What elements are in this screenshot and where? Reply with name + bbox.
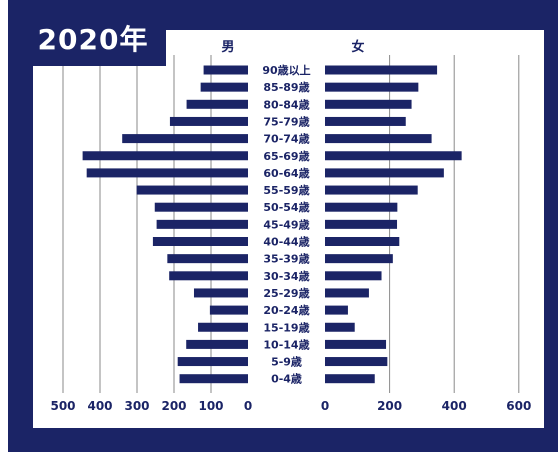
female-bar-17 (325, 357, 388, 367)
male-bar-0 (203, 65, 248, 75)
male-bar-1 (200, 82, 248, 92)
age-label-9: 45-49歳 (263, 217, 309, 231)
age-label-11: 35-39歳 (263, 252, 309, 266)
age-label-2: 80-84歳 (263, 97, 309, 111)
female-bar-4 (325, 134, 432, 144)
male-bar-4 (122, 134, 248, 144)
male-bar-15 (198, 322, 248, 332)
female-bar-18 (325, 374, 375, 384)
male-bar-16 (186, 339, 248, 349)
age-label-6: 60-64歳 (263, 166, 309, 180)
male-bar-17 (177, 357, 248, 367)
female-bar-16 (325, 339, 387, 349)
female-bar-1 (325, 82, 419, 92)
population-pyramid: 500 400 300 200 100 0 0 200 400 600 男 女 90歳以上 85-89歳 8… (50, 39, 531, 413)
female-header: 女 (351, 39, 364, 55)
year-title: 2020年 (20, 14, 166, 66)
male-bar-3 (169, 116, 248, 126)
female-bar-14 (325, 305, 348, 315)
age-label-18: 0-4歳 (271, 372, 302, 386)
male-bar-2 (186, 99, 248, 109)
female-bar-15 (325, 322, 355, 332)
age-label-16: 10-14歳 (263, 337, 309, 351)
age-label-8: 50-54歳 (263, 200, 309, 214)
male-tick-200: 200 (161, 399, 186, 413)
female-bar-3 (325, 116, 406, 126)
female-tick-0: 0 (321, 399, 329, 413)
male-bar-12 (169, 271, 248, 281)
female-bar-8 (325, 202, 398, 212)
male-bar-6 (86, 168, 249, 178)
female-bar-5 (325, 151, 462, 161)
male-bar-13 (193, 288, 248, 298)
male-tick-500: 500 (50, 399, 75, 413)
female-bar-2 (325, 99, 412, 109)
male-header: 男 (221, 40, 234, 55)
age-label-15: 15-19歳 (263, 320, 309, 334)
age-label-12: 30-34歳 (263, 269, 309, 283)
age-label-10: 40-44歳 (263, 235, 309, 249)
female-bar-13 (325, 288, 369, 298)
female-bar-0 (325, 65, 438, 75)
age-label-13: 25-29歳 (263, 286, 309, 300)
male-bar-14 (209, 305, 248, 315)
female-bar-7 (325, 185, 418, 195)
male-tick-300: 300 (124, 399, 149, 413)
age-label-1: 85-89歳 (263, 80, 309, 94)
female-bar-12 (325, 271, 382, 281)
female-tick-400: 400 (442, 399, 467, 413)
female-tick-200: 200 (377, 399, 402, 413)
male-bar-10 (152, 237, 248, 246)
age-label-14: 20-24歳 (263, 303, 309, 317)
male-bar-5 (82, 151, 248, 161)
male-bar-8 (154, 202, 248, 212)
age-label-4: 70-74歳 (263, 132, 309, 146)
age-label-7: 55-59歳 (263, 183, 309, 197)
male-bar-18 (179, 374, 248, 384)
male-bar-7 (136, 185, 248, 195)
female-bar-6 (325, 168, 444, 178)
age-label-5: 65-69歳 (263, 149, 309, 163)
male-tick-0: 0 (244, 399, 252, 413)
age-label-0: 90歳以上 (262, 63, 310, 77)
male-bar-11 (167, 254, 248, 264)
female-tick-600: 600 (506, 399, 531, 413)
female-bar-10 (325, 237, 400, 246)
male-tick-400: 400 (87, 399, 112, 413)
age-label-3: 75-79歳 (263, 114, 309, 128)
female-bar-9 (325, 219, 398, 229)
male-tick-100: 100 (198, 399, 223, 413)
female-bar-11 (325, 254, 393, 264)
age-label-17: 5-9歳 (271, 355, 302, 369)
male-bar-9 (156, 219, 248, 229)
chart-panel: 500 400 300 200 100 0 0 200 400 600 男 女 90歳以上 85-89歳 8… (33, 30, 544, 428)
